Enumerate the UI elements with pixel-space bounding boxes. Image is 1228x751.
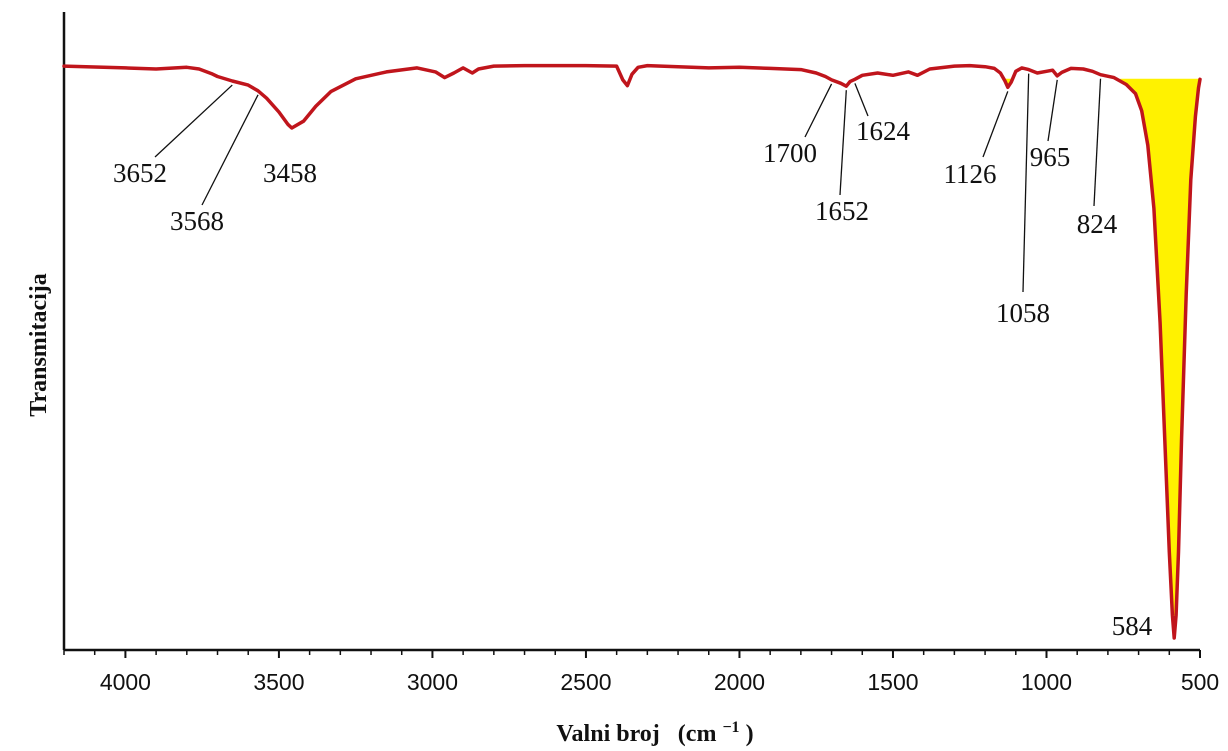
peak-label-1058: 1058 [996, 298, 1050, 328]
peak-leader-824 [1093, 78, 1102, 207]
peak-label-3458: 3458 [263, 158, 317, 188]
peak-label-584: 584 [1112, 611, 1153, 641]
axes [62, 12, 1200, 652]
peak-leader-1058 [1022, 73, 1030, 293]
peak-label-1126: 1126 [944, 159, 997, 189]
x-axis-ticks: 4000 3500 3000 2500 2000 1500 1000 500 [63, 650, 1219, 695]
x-tick-label: 3500 [253, 669, 304, 695]
peak-label-1652: 1652 [815, 196, 869, 226]
y-axis-title: Transmitacija [26, 273, 52, 417]
x-axis-unit-close: ) [746, 721, 754, 747]
x-tick-label: 500 [1181, 669, 1219, 695]
x-axis-unit: (cm [678, 721, 717, 747]
peak-leader-965 [1047, 79, 1058, 142]
x-axis-title-text: Valni broj [556, 721, 659, 747]
peak-leader-3652 [154, 84, 233, 158]
peak-label-965: 965 [1030, 142, 1071, 172]
peak-leader-1700 [804, 83, 833, 138]
peak-label-3652: 3652 [113, 158, 167, 188]
peak-leader-1126 [982, 91, 1009, 158]
x-axis-title: Valni broj (cm −1 ) [556, 712, 753, 747]
x-tick-label: 2000 [714, 669, 765, 695]
peak-label-1700: 1700 [763, 138, 817, 168]
x-tick-label: 4000 [100, 669, 151, 695]
peak-leader-3568 [201, 94, 259, 206]
x-tick-label: 2500 [560, 669, 611, 695]
peak-leader-1624 [854, 83, 869, 117]
spectrum-series-line [62, 63, 1202, 640]
x-tick-label: 1500 [867, 669, 918, 695]
shaded-region-3 [1120, 78, 1200, 639]
peak-leader-lines [154, 73, 1102, 293]
x-tick-label: 1000 [1021, 669, 1072, 695]
x-axis-unit-superscript: −1 [722, 719, 739, 736]
peak-leader-1652 [839, 90, 847, 196]
peak-label-824: 824 [1077, 209, 1118, 239]
x-tick-label: 3000 [407, 669, 458, 695]
peak-label-1624: 1624 [856, 116, 911, 146]
peak-label-3568: 3568 [170, 206, 224, 236]
